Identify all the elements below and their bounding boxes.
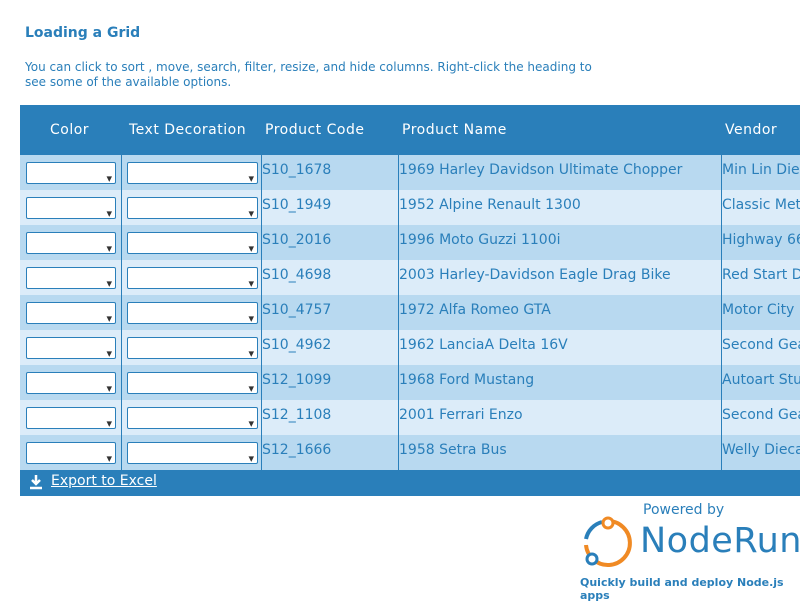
vendor: Second Gea (721, 400, 800, 435)
product-name: 1969 Harley Davidson Ultimate Chopper (398, 155, 721, 190)
product-name: 1958 Setra Bus (398, 435, 721, 470)
page-title: Loading a Grid (25, 25, 141, 41)
color-dropdown[interactable] (26, 197, 116, 225)
column-header[interactable]: Color (50, 122, 90, 138)
decoration-cell (121, 365, 261, 400)
decoration-cell (121, 225, 261, 260)
product-code: S10_1949 (261, 190, 398, 225)
color-cell (20, 400, 121, 435)
product-code: S10_2016 (261, 225, 398, 260)
vendor: Classic Met (721, 190, 800, 225)
color-cell (20, 435, 121, 470)
vendor: Welly Dieca (721, 435, 800, 470)
product-code: S10_4962 (261, 330, 398, 365)
powered-by: Powered by (643, 502, 725, 518)
color-dropdown[interactable] (26, 232, 116, 260)
column-header[interactable]: Text Decoration (129, 122, 247, 138)
color-dropdown[interactable] (26, 337, 116, 365)
color-dropdown[interactable] (26, 267, 116, 295)
vendor: Red Start D (721, 260, 800, 295)
vendor: Highway 66 (721, 225, 800, 260)
vendor: Second Gea (721, 330, 800, 365)
decoration-cell (121, 295, 261, 330)
product-name: 1968 Ford Mustang (398, 365, 721, 400)
product-code: S12_1099 (261, 365, 398, 400)
color-dropdown[interactable] (26, 407, 116, 435)
color-cell (20, 190, 121, 225)
vendor: Motor City (721, 295, 800, 330)
decoration-cell (121, 190, 261, 225)
decoration-dropdown[interactable] (127, 162, 258, 190)
product-name: 1972 Alfa Romeo GTA (398, 295, 721, 330)
grid-footer: Export to Excel (20, 468, 800, 496)
grid: Export to Excel Color Text Decoration Prod… (20, 105, 800, 496)
description: You can click to sort , move, search, fi… (25, 60, 592, 89)
vendor: Min Lin Die (721, 155, 800, 190)
decoration-dropdown[interactable] (127, 267, 258, 295)
brand-name: NodeRun (640, 521, 800, 561)
decoration-dropdown[interactable] (127, 197, 258, 225)
decoration-dropdown[interactable] (127, 407, 258, 435)
column-header[interactable]: Product Code (265, 122, 365, 138)
color-dropdown[interactable] (26, 162, 116, 190)
color-cell (20, 225, 121, 260)
column-header[interactable]: Vendor (725, 122, 778, 138)
decoration-cell (121, 435, 261, 470)
product-name: 1996 Moto Guzzi 1100i (398, 225, 721, 260)
color-dropdown[interactable] (26, 442, 116, 470)
color-cell (20, 155, 121, 190)
decoration-cell (121, 400, 261, 435)
decoration-cell (121, 260, 261, 295)
color-cell (20, 295, 121, 330)
export-link[interactable]: Export to Excel (51, 473, 157, 489)
color-cell (20, 365, 121, 400)
product-code: S10_4757 (261, 295, 398, 330)
color-cell (20, 330, 121, 365)
product-code: S12_1666 (261, 435, 398, 470)
tagline: Quickly build and deploy Node.js apps (580, 576, 784, 602)
download-icon (30, 475, 42, 490)
decoration-cell (121, 330, 261, 365)
noderun-logo (584, 516, 632, 567)
color-dropdown[interactable] (26, 302, 116, 330)
product-code: S10_4698 (261, 260, 398, 295)
column-header[interactable]: Product Name (402, 122, 507, 138)
decoration-dropdown[interactable] (127, 302, 258, 330)
decoration-dropdown[interactable] (127, 232, 258, 260)
decoration-dropdown[interactable] (127, 372, 258, 400)
vendor: Autoart Stu (721, 365, 800, 400)
decoration-cell (121, 155, 261, 190)
product-name: 2001 Ferrari Enzo (398, 400, 721, 435)
product-name: 2003 Harley-Davidson Eagle Drag Bike (398, 260, 721, 295)
product-name: 1962 LanciaA Delta 16V (398, 330, 721, 365)
color-dropdown[interactable] (26, 372, 116, 400)
product-code: S10_1678 (261, 155, 398, 190)
decoration-dropdown[interactable] (127, 442, 258, 470)
product-name: 1952 Alpine Renault 1300 (398, 190, 721, 225)
decoration-dropdown[interactable] (127, 337, 258, 365)
color-cell (20, 260, 121, 295)
product-code: S12_1108 (261, 400, 398, 435)
